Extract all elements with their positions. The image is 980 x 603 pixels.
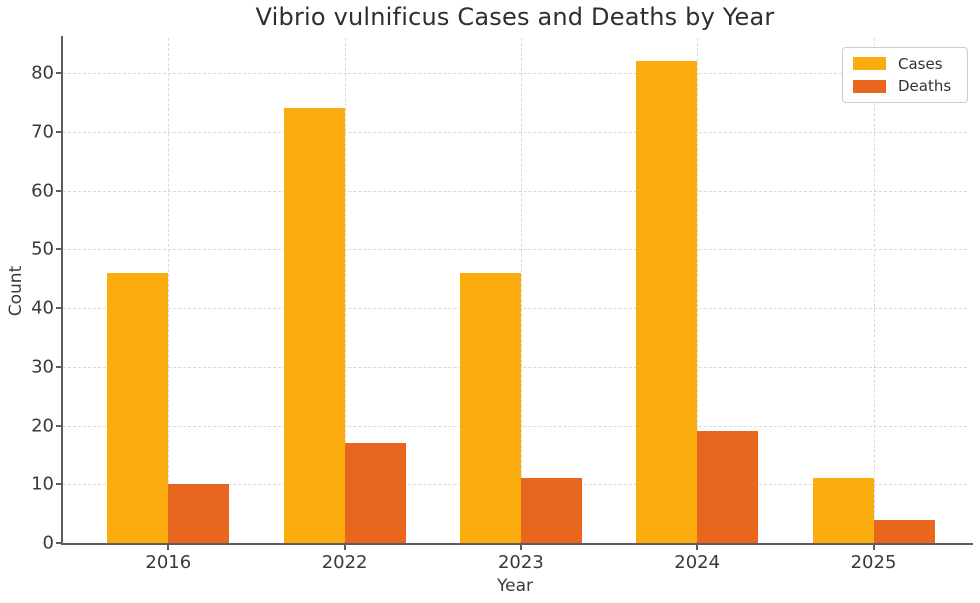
y-tick-label: 40 [31,297,54,319]
legend-swatch-deaths-icon [853,79,886,93]
x-tick-mark [872,545,875,550]
y-tick-label: 10 [31,473,54,495]
x-gridline [520,38,522,543]
y-tick-mark [56,307,62,310]
y-tick-mark [56,189,62,192]
y-tick-label: 70 [31,121,54,143]
x-tick-mark [343,545,346,550]
y-axis-spine [61,36,63,545]
legend-entry-cases: Cases [843,55,967,73]
bar-deaths-2016 [168,484,230,543]
x-tick-mark [519,545,522,550]
legend-label-deaths: Deaths [898,77,952,96]
y-gridline [63,73,967,75]
x-tick-mark [696,545,699,550]
bar-deaths-2025 [873,519,935,543]
x-tick-label: 2024 [674,552,721,573]
x-axis-spine [61,543,973,545]
y-tick-label: 80 [31,62,54,84]
bar-cases-2023 [459,272,521,543]
bar-cases-2025 [812,478,874,543]
y-tick-mark [56,72,62,75]
bar-cases-2024 [636,61,698,543]
y-gridline [63,131,967,133]
y-tick-label: 20 [31,415,54,437]
x-gridline [873,38,875,543]
x-gridline [168,38,170,543]
x-gridline [344,38,346,543]
bar-deaths-2023 [520,478,582,543]
y-tick-label: 60 [31,180,54,202]
legend-swatch-cases-icon [853,57,886,71]
legend: Cases Deaths [842,47,968,103]
x-tick-label: 2022 [321,552,368,573]
y-gridline [63,249,967,251]
x-tick-mark [167,545,170,550]
chart-title: Vibrio vulnificus Cases and Deaths by Ye… [255,3,775,31]
y-tick-label: 30 [31,356,54,378]
bar-deaths-2024 [697,431,759,543]
x-tick-label: 2025 [850,552,897,573]
plot-area [63,38,967,543]
x-tick-label: 2023 [497,552,544,573]
bar-cases-2016 [107,272,169,543]
bar-deaths-2022 [344,443,406,543]
y-tick-label: 0 [42,532,54,554]
y-tick-mark [56,365,62,368]
y-tick-mark [56,248,62,251]
x-tick-label: 2016 [145,552,192,573]
x-gridline [697,38,699,543]
y-tick-mark [56,542,62,544]
y-gridline [63,190,967,192]
legend-entry-deaths: Deaths [843,77,967,95]
legend-label-cases: Cases [898,54,943,73]
y-tick-mark [56,424,62,427]
bar-cases-2022 [283,108,345,543]
y-tick-mark [56,130,62,133]
y-tick-label: 50 [31,238,54,260]
x-axis-label: Year [497,576,533,596]
y-tick-mark [56,483,62,486]
